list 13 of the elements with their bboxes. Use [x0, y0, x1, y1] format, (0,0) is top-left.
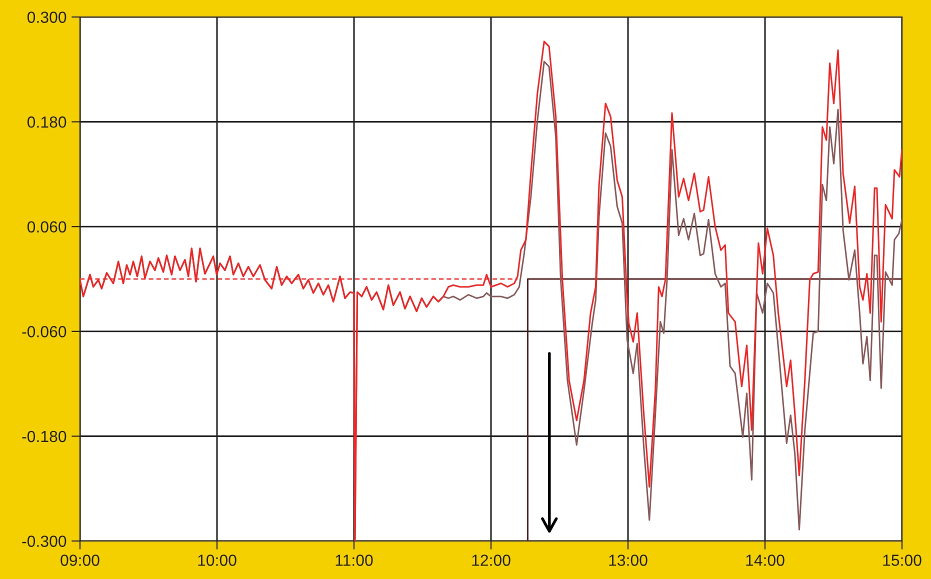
x-tick-label: 09:00 — [60, 554, 100, 566]
x-tick-label: 15:00 — [883, 554, 922, 566]
y-tick-label: -0.180 — [22, 430, 66, 442]
x-tick-label: 13:00 — [609, 554, 648, 566]
y-tick-label: 0.060 — [27, 221, 66, 233]
x-tick-label: 14:00 — [746, 554, 784, 566]
x-tick-label: 10:00 — [198, 554, 236, 566]
y-tick-label: -0.300 — [22, 536, 66, 547]
x-tick-label: 12:00 — [472, 554, 510, 566]
y-tick-label: 0.180 — [27, 116, 66, 128]
y-tick-label: -0.060 — [22, 326, 66, 338]
x-tick-label: 11:00 — [336, 554, 373, 566]
y-tick-label: 0.300 — [27, 12, 66, 23]
